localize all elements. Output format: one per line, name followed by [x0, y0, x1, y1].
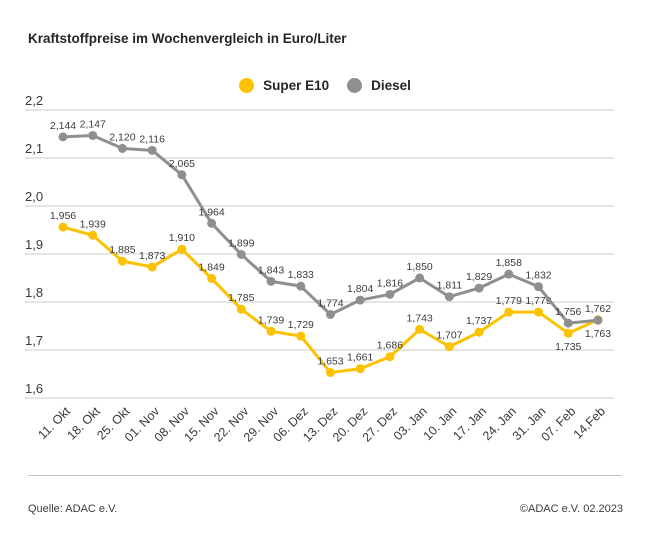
data-point-super-e10 [207, 273, 217, 283]
y-tick-label: 1,9 [25, 237, 43, 252]
data-point-diesel [563, 318, 573, 328]
data-point-super-e10 [534, 307, 544, 317]
data-point-super-e10 [325, 368, 335, 378]
data-label-super-e10: 1,939 [80, 218, 106, 230]
legend: Super E10 Diesel [0, 78, 650, 93]
data-label-super-e10: 1,729 [288, 319, 314, 331]
data-point-diesel [88, 130, 98, 140]
data-point-diesel [296, 281, 306, 291]
data-point-diesel [266, 276, 276, 286]
data-point-super-e10 [385, 352, 395, 362]
data-point-diesel [147, 145, 157, 155]
data-point-diesel [534, 282, 544, 292]
data-point-super-e10 [117, 256, 127, 266]
copyright-note: ©ADAC e.V. 02.2023 [519, 503, 623, 515]
data-label-diesel: 1,832 [525, 270, 551, 282]
data-label-diesel: 1,811 [437, 280, 463, 292]
data-label-super-e10: 1,785 [228, 292, 254, 304]
page-title: Kraftstoffpreise im Wochenvergleich in E… [28, 31, 347, 46]
legend-item-diesel: Diesel [347, 78, 411, 93]
legend-label-diesel: Diesel [371, 78, 411, 93]
legend-item-super-e10: Super E10 [239, 78, 329, 93]
data-label-super-e10: 1,707 [436, 330, 462, 342]
data-label-super-e10: 1,779 [496, 295, 522, 307]
data-point-super-e10 [504, 307, 514, 317]
data-point-diesel [58, 132, 68, 142]
data-point-diesel [207, 218, 217, 228]
data-label-diesel: 1,756 [555, 306, 581, 318]
data-point-super-e10 [296, 331, 306, 341]
data-point-super-e10 [58, 222, 68, 232]
data-label-super-e10: 1,737 [466, 315, 492, 327]
data-point-diesel [474, 283, 484, 293]
data-point-diesel [385, 289, 395, 299]
data-label-super-e10: 1,763 [585, 328, 611, 340]
data-label-super-e10: 1,686 [377, 340, 403, 352]
data-label-diesel: 1,858 [496, 257, 522, 269]
data-label-diesel: 1,774 [317, 297, 343, 309]
data-label-diesel: 1,829 [466, 271, 492, 283]
data-point-super-e10 [474, 327, 484, 337]
data-point-diesel [355, 295, 365, 305]
data-point-super-e10 [563, 328, 573, 338]
data-label-super-e10: 1,885 [109, 244, 135, 256]
y-tick-label: 2,2 [25, 93, 43, 108]
data-label-diesel: 1,804 [347, 283, 373, 295]
data-point-super-e10 [88, 230, 98, 240]
data-label-diesel: 1,833 [288, 269, 314, 281]
data-point-super-e10 [415, 324, 425, 334]
data-label-diesel: 2,120 [109, 131, 135, 143]
data-label-diesel: 2,147 [80, 118, 106, 130]
data-label-super-e10: 1,739 [258, 314, 284, 326]
data-label-diesel: 1,899 [228, 237, 254, 249]
data-label-super-e10: 1,956 [50, 210, 76, 222]
data-label-super-e10: 1,910 [169, 232, 195, 244]
data-point-diesel [236, 249, 246, 259]
data-point-diesel [177, 170, 187, 180]
data-point-diesel [415, 273, 425, 283]
data-label-diesel: 1,816 [377, 277, 403, 289]
data-point-diesel [117, 143, 127, 153]
data-point-super-e10 [147, 262, 157, 272]
data-label-super-e10: 1,779 [525, 295, 551, 307]
data-point-super-e10 [444, 342, 454, 352]
data-point-diesel [593, 315, 603, 325]
data-point-diesel [444, 292, 454, 302]
x-tick-label: 14.Feb [571, 404, 608, 441]
y-tick-label: 1,6 [25, 381, 43, 396]
footer-divider [28, 475, 622, 476]
data-label-super-e10: 1,849 [198, 261, 224, 273]
data-label-super-e10: 1,735 [555, 341, 581, 353]
diesel-dot-icon [347, 78, 363, 93]
data-point-super-e10 [355, 364, 365, 374]
data-label-diesel: 1,850 [406, 261, 432, 273]
data-label-diesel: 1,762 [585, 303, 611, 315]
data-label-diesel: 1,843 [258, 264, 284, 276]
data-point-super-e10 [236, 304, 246, 314]
source-note: Quelle: ADAC e.V. [28, 503, 118, 515]
data-point-diesel [325, 309, 335, 319]
data-point-super-e10 [266, 326, 276, 336]
data-label-super-e10: 1,873 [139, 250, 165, 262]
y-tick-label: 2,0 [25, 189, 43, 204]
data-point-super-e10 [177, 244, 187, 254]
data-label-diesel: 2,116 [139, 133, 165, 145]
y-tick-label: 2,1 [25, 141, 43, 156]
data-label-diesel: 1,964 [198, 206, 224, 218]
data-label-diesel: 2,065 [169, 158, 195, 170]
y-tick-label: 1,8 [25, 285, 43, 300]
data-label-diesel: 2,144 [50, 120, 76, 132]
data-label-super-e10: 1,661 [347, 352, 373, 364]
data-label-super-e10: 1,743 [406, 312, 432, 324]
y-tick-label: 1,7 [25, 333, 43, 348]
super-e10-dot-icon [239, 78, 255, 93]
legend-label-super-e10: Super E10 [263, 78, 330, 93]
data-point-diesel [504, 269, 514, 279]
data-label-super-e10: 1,653 [317, 356, 343, 368]
